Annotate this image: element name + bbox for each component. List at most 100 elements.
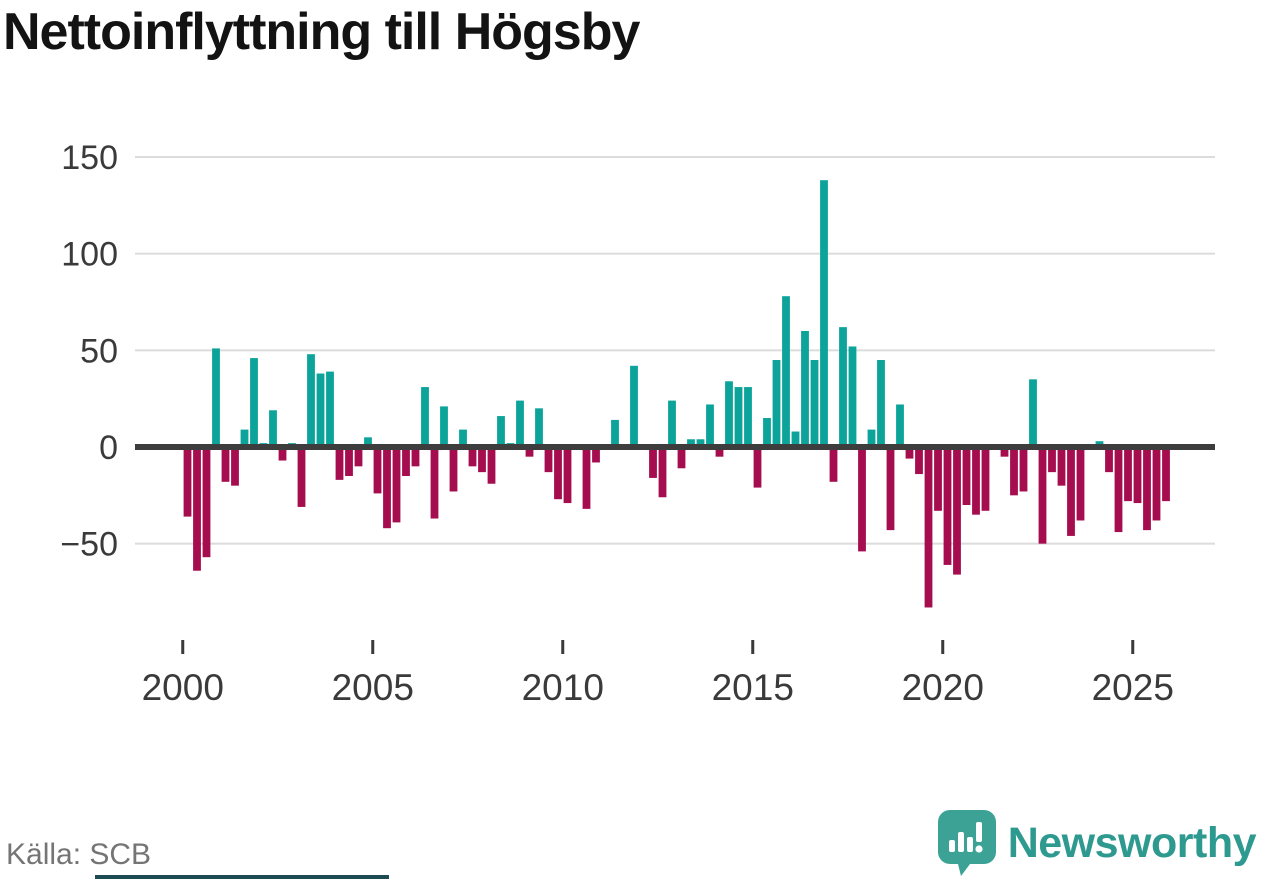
bar-2006Q2 [421, 387, 429, 447]
bar-2016Q2 [801, 331, 809, 447]
bar-2019Q3 [924, 447, 933, 608]
bar-2024Q2 [1105, 447, 1113, 473]
bar-2004Q4 [364, 437, 372, 447]
bar-2004Q2 [345, 447, 353, 476]
bar-2023Q2 [1067, 447, 1075, 536]
bar-2015Q3 [772, 360, 781, 447]
x-tick-label-2010: 2010 [522, 667, 604, 708]
bar-2003Q2 [307, 354, 315, 447]
bar-2025Q4 [1162, 447, 1170, 502]
y-tick-label-50: 50 [80, 332, 118, 370]
bar-2019Q4 [934, 447, 942, 511]
bar-2015Q1 [753, 447, 762, 488]
bar-2004Q1 [335, 447, 344, 480]
bar-2000Q2 [193, 447, 201, 571]
bar-2009Q1 [525, 447, 534, 457]
bar-2003Q4 [326, 371, 334, 447]
bar-2006Q1 [411, 447, 420, 467]
bar-2015Q4 [782, 296, 790, 447]
bar-2014Q2 [725, 381, 733, 447]
x-tick-mark-2005 [371, 640, 375, 654]
bar-2018Q3 [886, 447, 895, 531]
bar-2020Q4 [972, 447, 980, 515]
bar-2025Q1 [1133, 447, 1142, 504]
bar-2016Q3 [810, 360, 819, 447]
newsworthy-logo-icon [937, 810, 996, 876]
bar-2024Q3 [1114, 447, 1123, 533]
bar-2011Q4 [630, 365, 638, 447]
bar-2005Q1 [373, 447, 382, 494]
bar-2022Q1 [1019, 447, 1028, 492]
bar-2022Q3 [1038, 447, 1047, 544]
x-tick-label-2015: 2015 [712, 667, 794, 708]
bar-2005Q3 [392, 447, 401, 523]
gridline [135, 349, 1215, 352]
bar-2010Q4 [592, 447, 600, 463]
x-tick-label-2000: 2000 [142, 667, 224, 708]
bar-2024Q4 [1124, 447, 1132, 502]
bar-2020Q1 [943, 447, 952, 565]
y-tick-label-0: 0 [99, 429, 118, 467]
x-tick-mark-2020 [941, 640, 945, 654]
bar-2001Q2 [231, 447, 239, 486]
bar-2009Q3 [544, 447, 553, 473]
bar-2007Q1 [449, 447, 458, 492]
bar-2005Q4 [402, 447, 410, 476]
x-tick-mark-2010 [561, 640, 565, 654]
bar-2010Q3 [582, 447, 591, 509]
bar-2007Q2 [459, 429, 467, 447]
bar-2005Q2 [383, 447, 391, 529]
bar-2001Q1 [221, 447, 230, 482]
bar-2021Q3 [1000, 447, 1009, 457]
gridline [135, 542, 1215, 545]
x-tick-mark-2025 [1131, 640, 1135, 654]
bar-2007Q4 [478, 447, 486, 473]
bar-2000Q1 [183, 447, 192, 517]
y-tick-label-150: 150 [61, 139, 118, 177]
y-tick-label--50: −50 [60, 526, 118, 564]
bar-2017Q3 [848, 346, 857, 447]
bar-2019Q2 [915, 447, 923, 475]
bar-2009Q2 [535, 408, 543, 447]
bar-2000Q4 [212, 348, 220, 447]
bar-2010Q1 [563, 447, 572, 504]
x-tick-mark-2000 [181, 640, 185, 654]
bar-2001Q3 [240, 429, 249, 447]
bar-2020Q3 [962, 447, 971, 505]
x-tick-mark-2015 [751, 640, 755, 654]
bar-2016Q4 [820, 180, 828, 447]
bar-2019Q1 [905, 447, 914, 459]
bar-2003Q1 [297, 447, 306, 507]
bar-2014Q3 [734, 387, 743, 447]
bar-2012Q2 [649, 447, 657, 478]
bar-2013Q2 [687, 439, 695, 447]
source-label: Källa: SCB [6, 838, 152, 871]
bar-2023Q3 [1076, 447, 1085, 521]
bar-2020Q2 [953, 447, 961, 575]
newsworthy-wordmark: Newsworthy [1007, 818, 1257, 867]
x-tick-label-2005: 2005 [332, 667, 414, 708]
bar-2023Q1 [1057, 447, 1066, 486]
bottom-accent-strip [95, 875, 389, 879]
bar-2008Q4 [516, 400, 524, 447]
bar-2022Q4 [1048, 447, 1056, 473]
x-tick-label-2025: 2025 [1092, 667, 1174, 708]
bar-2021Q1 [981, 447, 990, 511]
bar-2013Q4 [706, 404, 714, 447]
bar-2012Q4 [668, 400, 676, 447]
bar-2025Q2 [1143, 447, 1151, 531]
bar-2011Q2 [611, 419, 619, 447]
bar-2006Q4 [440, 406, 448, 447]
gridline [135, 252, 1215, 255]
newsworthy-logo[interactable]: Newsworthy [937, 810, 1257, 876]
bar-2016Q1 [791, 431, 800, 447]
bar-2014Q4 [744, 387, 752, 447]
bar-2015Q2 [763, 418, 771, 447]
bar-2008Q2 [497, 416, 505, 447]
bar-2002Q2 [269, 410, 277, 447]
bar-2000Q3 [202, 447, 211, 558]
bar-2006Q3 [430, 447, 439, 519]
gridline [135, 156, 1215, 159]
bar-2003Q3 [316, 373, 325, 447]
